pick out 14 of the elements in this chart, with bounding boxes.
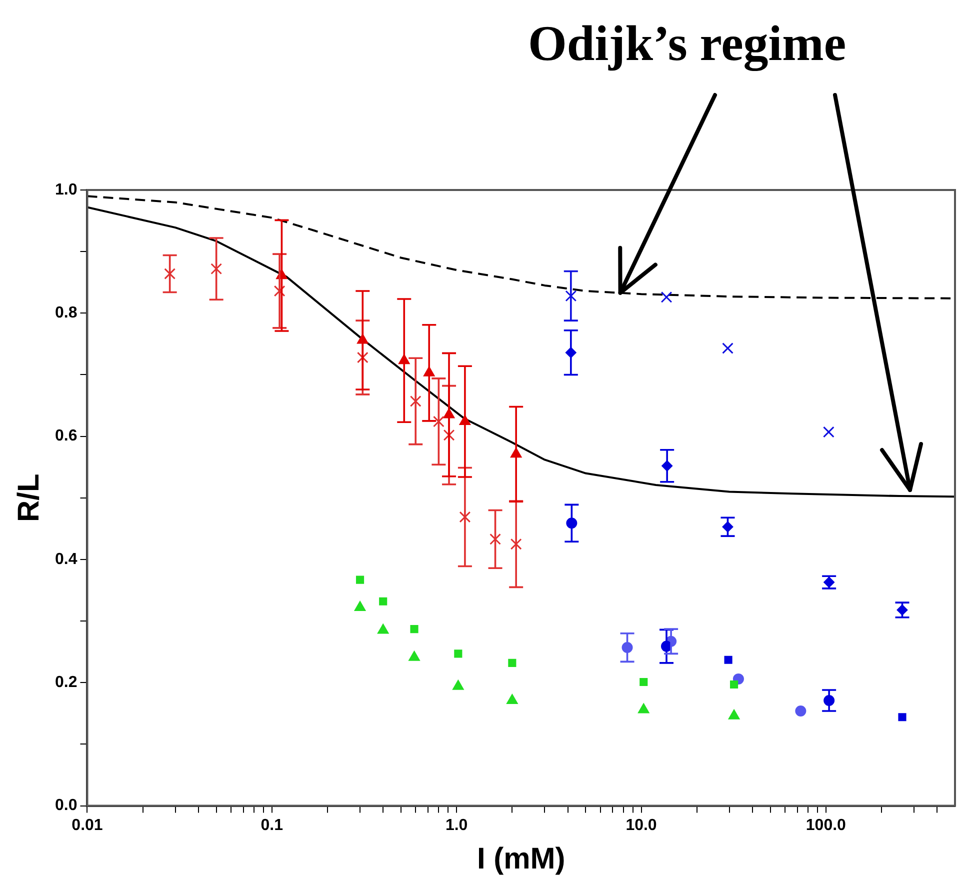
y-tick-label: 1.0 xyxy=(54,181,78,198)
x-tick-label: 1.0 xyxy=(445,816,468,834)
x-tick-label: 0.1 xyxy=(260,816,284,834)
y-tick-label: 0.0 xyxy=(54,797,78,814)
x-tick-label: 10.0 xyxy=(626,816,657,834)
x-tick-label: 0.01 xyxy=(72,816,103,834)
x-axis-title: I (mM) xyxy=(476,842,566,876)
y-tick-label: 0.2 xyxy=(54,674,78,692)
x-tick-label: 100.0 xyxy=(806,816,846,834)
y-tick-label: 0.6 xyxy=(54,428,78,445)
y-tick-label: 0.8 xyxy=(54,304,78,322)
annotation: Odijk’s regime xyxy=(528,15,846,72)
y-tick-label: 0.4 xyxy=(54,550,78,568)
y-axis-title: R/L xyxy=(12,474,46,522)
